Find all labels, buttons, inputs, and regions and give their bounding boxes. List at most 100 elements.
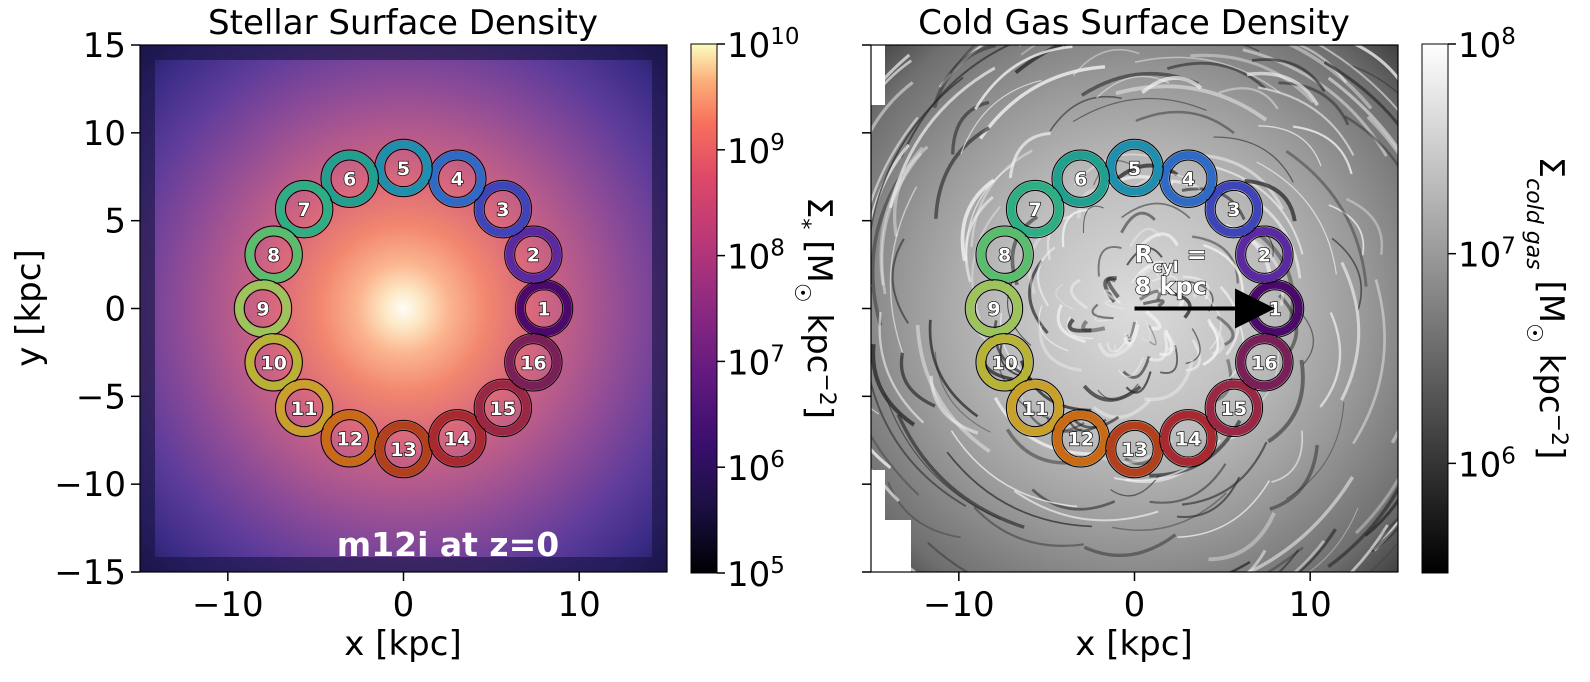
region-ring: [1007, 181, 1063, 237]
region-ring-inner: [1214, 388, 1254, 428]
gas-filament: [1151, 275, 1179, 290]
gas-filament: [1403, 235, 1424, 430]
gas-filament: [1380, 516, 1398, 536]
gas-filament: [1106, 277, 1120, 299]
gas-filament: [1174, 283, 1200, 299]
gas-filament: [1286, 45, 1373, 110]
gas-filament: [1319, 312, 1342, 408]
gas-filament: [1141, 76, 1203, 94]
region-label: 7: [298, 199, 311, 221]
x-tick-label: 0: [1124, 585, 1146, 625]
gas-filament: [932, 45, 997, 109]
y-tick-label: −15: [54, 553, 126, 593]
x-tick-label: −10: [923, 585, 995, 625]
gas-filament: [1136, 266, 1164, 283]
gas-filament: [1295, 45, 1348, 84]
colorbar-tick-label: 1010: [727, 24, 800, 66]
region-ring-inner: [974, 289, 1014, 328]
region-ring-inner: [284, 388, 324, 428]
gas-filament: [1122, 356, 1151, 379]
region-label: 12: [1067, 428, 1093, 450]
region-ring: [516, 280, 572, 337]
region-label: 12: [336, 428, 362, 450]
region-ring-outline: [1235, 225, 1294, 284]
gas-filament: [1126, 247, 1163, 266]
region-ring-inner: [514, 343, 553, 382]
gas-filament: [1117, 356, 1145, 378]
region-ring: [1236, 334, 1293, 390]
colorbar-tick-label: 107: [727, 341, 785, 383]
gas-filament: [1244, 234, 1285, 307]
region-ring-inner: [384, 148, 423, 188]
region-ring: [1106, 140, 1163, 196]
y-axis-ticks: [862, 44, 871, 573]
region-ring-inner: [1169, 419, 1208, 458]
colorbar-gradient: [690, 43, 718, 574]
gas-filament: [1038, 325, 1082, 373]
region-ring-inner: [243, 289, 283, 328]
region-ring-inner: [1214, 189, 1254, 229]
stellar-density-map: [140, 45, 667, 572]
gas-filament: [1267, 359, 1305, 444]
gas-filament: [1344, 115, 1398, 168]
gas-filament: [1296, 528, 1337, 572]
gas-filament: [934, 126, 991, 219]
gas-filament: [960, 79, 1042, 155]
region-ring: [1053, 150, 1109, 207]
gas-filament: [1097, 342, 1134, 358]
region-ring-outline: [504, 225, 563, 284]
gas-filament: [892, 145, 929, 237]
gas-filament: [1256, 161, 1337, 275]
gas-filament: [951, 100, 990, 155]
gas-filament: [871, 116, 919, 206]
gas-filament: [1345, 197, 1384, 255]
region-label: 4: [1182, 169, 1195, 191]
region-ring: [976, 227, 1033, 283]
colorbar-tick-label: 105: [727, 553, 785, 595]
gas-filament: [950, 430, 1078, 508]
gas-filament: [1092, 398, 1152, 420]
gas-filament: [974, 45, 1073, 110]
gas-filament: [1031, 488, 1116, 511]
gas-filament: [896, 413, 1025, 529]
region-label: 2: [1258, 245, 1271, 267]
colorbar-ticks: 105 106 107 108 109 1010: [717, 24, 800, 595]
colorbar-gradient: [1421, 43, 1449, 574]
region-ring-inner: [254, 235, 293, 274]
region-ring: [1160, 150, 1216, 207]
colorbar-tick-label: 106: [727, 447, 785, 489]
gas-filament: [1293, 539, 1326, 572]
gas-filament: [927, 541, 970, 572]
gas-filament: [1135, 110, 1235, 135]
gas-filament: [1148, 324, 1157, 346]
gas-filament: [1138, 260, 1172, 276]
region-label: 3: [1227, 199, 1240, 221]
gas-filament: [1208, 322, 1225, 357]
gas-filament: [1208, 512, 1276, 562]
region-ring: [375, 421, 432, 477]
region-ring-inner: [985, 343, 1024, 382]
gas-filament: [1278, 81, 1350, 126]
gas-filament: [1066, 316, 1094, 340]
gas-filament: [1373, 520, 1398, 552]
gas-filament: [1055, 283, 1074, 310]
region-ring: [276, 181, 332, 237]
region-ring-outline: [244, 333, 303, 392]
gas-filament: [1159, 344, 1178, 374]
gas-filament: [1097, 383, 1139, 401]
gas-filament: [1185, 339, 1201, 372]
gas-filament: [1202, 318, 1220, 366]
gas-filament: [1120, 211, 1156, 234]
region-ring-inner: [438, 419, 477, 458]
region-label: 14: [1175, 428, 1201, 450]
region-label: 6: [343, 169, 356, 191]
chart-title: Cold Gas Surface Density: [918, 3, 1350, 43]
gas-filament: [1149, 463, 1227, 504]
gas-filament: [1331, 237, 1362, 310]
region-ring: [505, 227, 562, 283]
chart-title: Stellar Surface Density: [208, 3, 598, 43]
region-label: 1: [1268, 299, 1281, 321]
region-ring-outline: [975, 333, 1034, 392]
gas-filament: [1142, 299, 1165, 308]
region-ring-outline: [473, 179, 533, 239]
